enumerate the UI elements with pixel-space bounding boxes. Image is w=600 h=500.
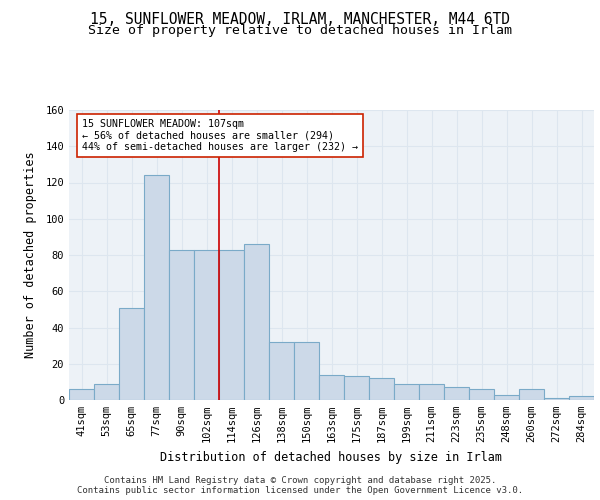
Text: Size of property relative to detached houses in Irlam: Size of property relative to detached ho… <box>88 24 512 37</box>
Bar <box>319 374 344 400</box>
Y-axis label: Number of detached properties: Number of detached properties <box>24 152 37 358</box>
Bar <box>269 342 294 400</box>
X-axis label: Distribution of detached houses by size in Irlam: Distribution of detached houses by size … <box>161 450 503 464</box>
Bar <box>444 388 469 400</box>
Text: 15 SUNFLOWER MEADOW: 107sqm
← 56% of detached houses are smaller (294)
44% of se: 15 SUNFLOWER MEADOW: 107sqm ← 56% of det… <box>82 119 358 152</box>
Bar <box>144 176 169 400</box>
Bar <box>344 376 369 400</box>
Bar <box>69 389 94 400</box>
Bar <box>169 250 194 400</box>
Bar <box>244 244 269 400</box>
Bar <box>494 394 519 400</box>
Bar <box>94 384 119 400</box>
Bar <box>394 384 419 400</box>
Text: Contains HM Land Registry data © Crown copyright and database right 2025.
Contai: Contains HM Land Registry data © Crown c… <box>77 476 523 495</box>
Bar <box>569 396 594 400</box>
Bar <box>294 342 319 400</box>
Bar <box>194 250 219 400</box>
Text: 15, SUNFLOWER MEADOW, IRLAM, MANCHESTER, M44 6TD: 15, SUNFLOWER MEADOW, IRLAM, MANCHESTER,… <box>90 12 510 28</box>
Bar <box>419 384 444 400</box>
Bar <box>469 389 494 400</box>
Bar <box>519 389 544 400</box>
Bar <box>544 398 569 400</box>
Bar <box>119 308 144 400</box>
Bar <box>219 250 244 400</box>
Bar <box>369 378 394 400</box>
